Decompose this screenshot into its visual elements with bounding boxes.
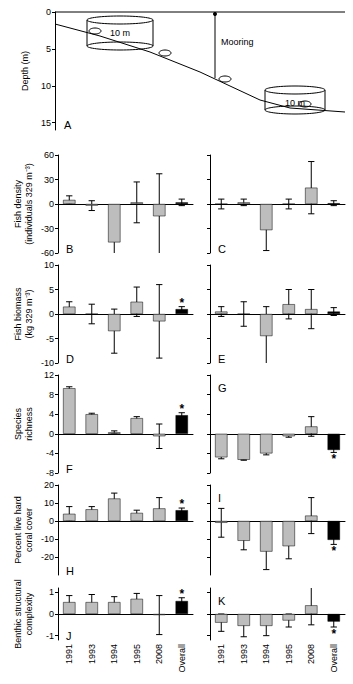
svg-text:10 m: 10 m	[285, 98, 305, 108]
svg-text:-60: -60	[41, 248, 54, 258]
svg-text:1994: 1994	[109, 644, 119, 664]
svg-text:10 m: 10 m	[110, 28, 130, 38]
svg-text:0: 0	[49, 309, 54, 319]
svg-text:-10: -10	[41, 358, 54, 368]
svg-text:4: 4	[49, 409, 54, 419]
svg-text:-30: -30	[41, 224, 54, 234]
svg-text:0: 0	[49, 199, 54, 209]
svg-text:0: 0	[49, 516, 54, 526]
svg-text:2008: 2008	[306, 644, 316, 664]
svg-text:Fish biomass: Fish biomass	[13, 287, 23, 341]
svg-text:*: *	[179, 497, 184, 511]
svg-text:A: A	[64, 119, 72, 131]
svg-text:E: E	[218, 353, 225, 365]
svg-text:(kg 329 m⁻³): (kg 329 m⁻³)	[24, 289, 34, 338]
svg-text:G: G	[218, 382, 227, 394]
svg-text:12: 12	[44, 370, 54, 380]
svg-text:Overall: Overall	[177, 644, 187, 673]
svg-text:60: 60	[44, 150, 54, 160]
svg-text:20: 20	[44, 480, 54, 490]
svg-text:0: 0	[49, 609, 54, 619]
svg-text:1995: 1995	[284, 644, 294, 664]
svg-text:K: K	[218, 595, 226, 607]
svg-text:D: D	[66, 353, 74, 365]
svg-text:richness: richness	[24, 407, 34, 441]
svg-text:0: 0	[46, 7, 51, 17]
svg-text:*: *	[179, 402, 184, 416]
svg-text:-10: -10	[41, 534, 54, 544]
svg-text:B: B	[66, 243, 73, 255]
svg-text:Mooring: Mooring	[221, 37, 254, 47]
svg-text:H: H	[66, 565, 74, 577]
svg-text:F: F	[66, 463, 73, 475]
svg-text:*: *	[331, 544, 336, 558]
svg-text:1994: 1994	[261, 644, 271, 664]
svg-text:-20: -20	[41, 552, 54, 562]
svg-text:5: 5	[49, 285, 54, 295]
svg-text:5: 5	[46, 44, 51, 54]
svg-text:1: 1	[49, 587, 54, 597]
svg-text:-1: -1	[46, 631, 54, 641]
svg-text:10: 10	[44, 498, 54, 508]
svg-text:2008: 2008	[154, 644, 164, 664]
svg-text:-8: -8	[46, 468, 54, 478]
svg-text:*: *	[179, 296, 184, 310]
svg-text:30: 30	[44, 175, 54, 185]
svg-text:(individuals 329 m⁻³): (individuals 329 m⁻³)	[24, 163, 34, 245]
svg-text:10: 10	[44, 260, 54, 270]
svg-text:J: J	[66, 630, 72, 642]
svg-text:10: 10	[41, 81, 51, 91]
svg-text:I: I	[218, 492, 221, 504]
svg-text:1993: 1993	[239, 644, 249, 664]
svg-text:Species: Species	[13, 407, 23, 440]
svg-text:Overall: Overall	[329, 644, 339, 673]
svg-text:8: 8	[49, 390, 54, 400]
svg-text:coral cover: coral cover	[24, 508, 34, 552]
svg-text:Fish density: Fish density	[13, 179, 23, 228]
svg-text:*: *	[179, 587, 184, 601]
svg-text:1991: 1991	[64, 644, 74, 664]
svg-text:-5: -5	[46, 334, 54, 344]
svg-text:-4: -4	[46, 448, 54, 458]
svg-text:C: C	[218, 243, 226, 255]
svg-text:1995: 1995	[132, 644, 142, 664]
svg-text:0: 0	[49, 429, 54, 439]
svg-text:*: *	[331, 452, 336, 466]
svg-text:Percent live hard: Percent live hard	[13, 496, 23, 564]
svg-text:Benthic structural: Benthic structural	[13, 579, 23, 649]
svg-text:1993: 1993	[87, 644, 97, 664]
svg-text:1991: 1991	[216, 644, 226, 664]
svg-text:15: 15	[41, 118, 51, 128]
svg-text:complexity: complexity	[24, 592, 34, 635]
svg-text:*: *	[331, 627, 336, 641]
svg-text:Depth (m): Depth (m)	[20, 51, 30, 91]
